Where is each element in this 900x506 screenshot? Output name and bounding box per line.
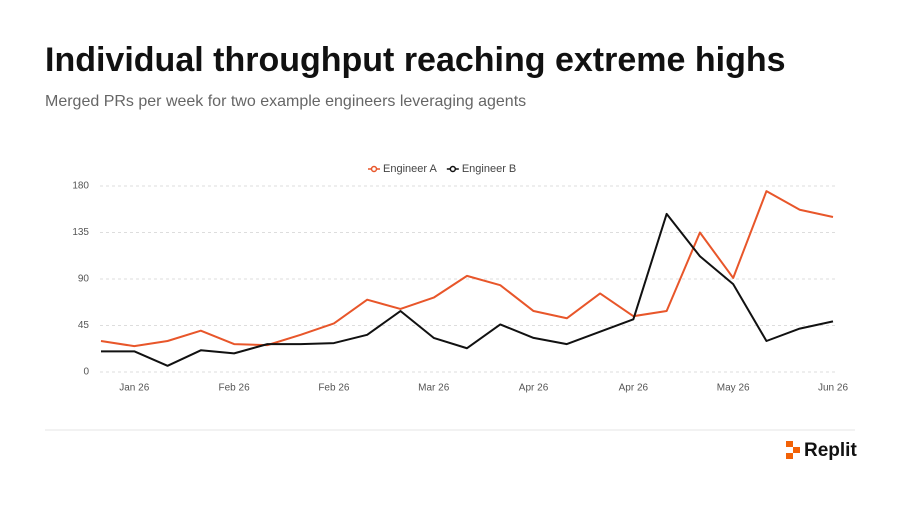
x-tick-label: Apr 26 — [619, 383, 649, 394]
chart-title: Individual throughput reaching extreme h… — [45, 41, 786, 79]
legend-marker — [449, 165, 457, 173]
x-tick-label: Feb 26 — [318, 383, 350, 394]
brand-logo — [786, 441, 800, 459]
legend-label: Engineer A — [383, 163, 437, 175]
x-tick-label: Feb 26 — [219, 383, 251, 394]
y-tick-label: 45 — [78, 320, 90, 331]
x-tick-label: May 26 — [717, 383, 750, 394]
y-tick-label: 135 — [72, 227, 89, 238]
y-tick-label: 90 — [78, 274, 90, 285]
brand-name: Replit — [804, 440, 857, 461]
legend-marker — [370, 165, 378, 173]
series-line — [100, 190, 834, 348]
x-tick-label: Mar 26 — [418, 383, 450, 394]
x-tick-label: Jan 26 — [119, 383, 149, 394]
chart-subtitle: Merged PRs per week for two example engi… — [45, 93, 526, 110]
y-tick-label: 180 — [72, 181, 89, 192]
legend-label: Engineer B — [462, 163, 516, 175]
y-tick-label: 0 — [83, 367, 89, 378]
series-line — [101, 212, 834, 367]
x-tick-label: Apr 26 — [519, 383, 549, 394]
x-tick-label: Jun 26 — [818, 383, 848, 394]
